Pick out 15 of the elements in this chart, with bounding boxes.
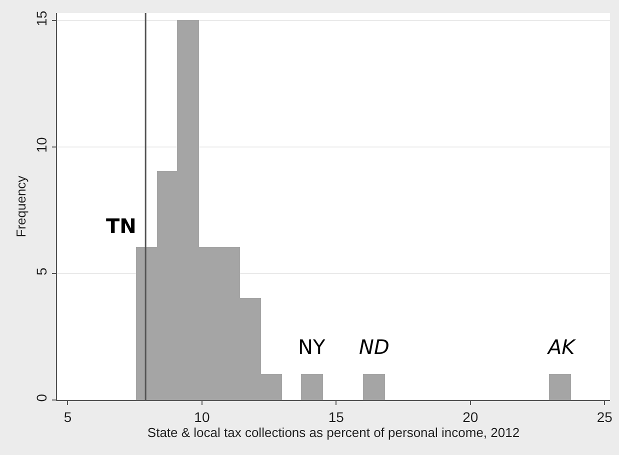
y-tick-label: 15	[33, 10, 50, 26]
x-tick-label: 25	[596, 408, 613, 425]
annotation: AK	[546, 335, 577, 359]
annotation: ND	[359, 335, 390, 359]
x-tick-label: 15	[328, 408, 344, 425]
y-tick-label: 0	[33, 394, 50, 402]
x-tick-label: 5	[64, 408, 72, 425]
y-tick-label: 5	[33, 267, 50, 276]
x-tick-label: 10	[194, 408, 210, 425]
y-axis-title: Frequency	[13, 175, 28, 238]
annotation: NY	[298, 335, 326, 359]
x-axis-title: State & local tax collections as percent of personal income, 2012	[147, 424, 520, 440]
x-tick-label: 20	[462, 408, 478, 425]
y-tick-label: 10	[33, 136, 50, 153]
annotation: TN	[106, 214, 136, 238]
